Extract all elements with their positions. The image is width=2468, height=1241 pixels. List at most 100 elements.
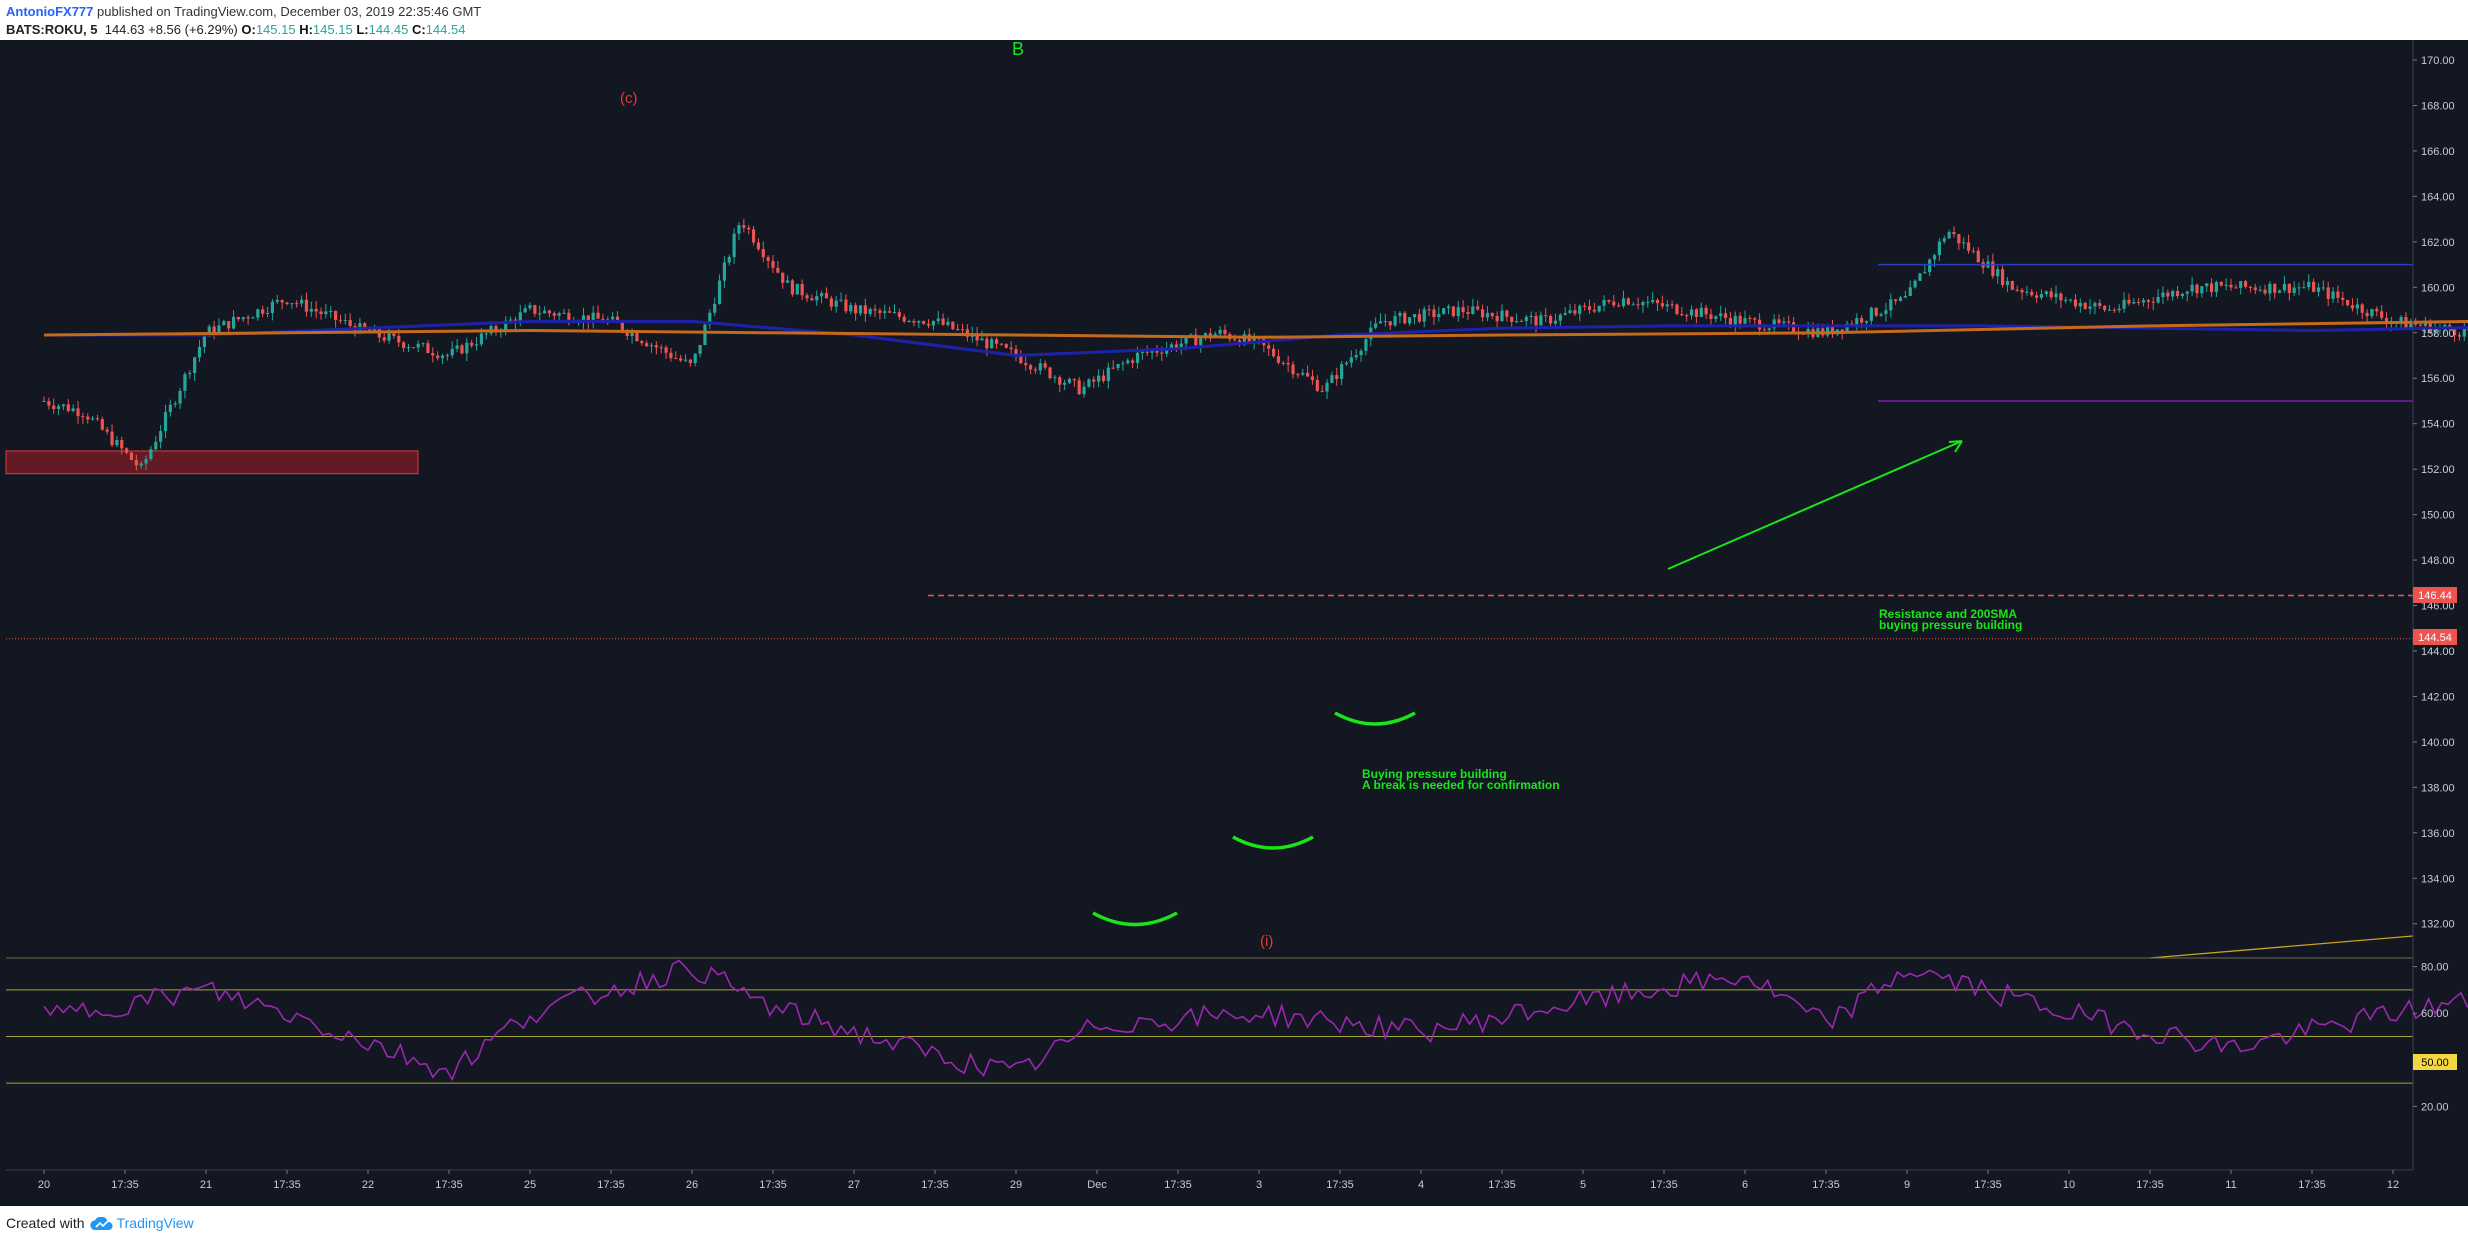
rsi-50-tag [2413, 1054, 2457, 1070]
candle-body [1826, 326, 1830, 336]
candle-body [1894, 299, 1898, 302]
candle-body [1466, 312, 1470, 314]
price-tick-label: 170.00 [2421, 55, 2455, 67]
candle-body [1412, 314, 1417, 318]
sma-blue-line [44, 319, 2468, 358]
candle-body [1471, 306, 1475, 314]
candle-body [1155, 350, 1159, 353]
candle-body [2093, 303, 2097, 307]
candle-body [907, 320, 911, 322]
candle-body [1340, 364, 1344, 379]
candle-body [1942, 238, 1946, 242]
time-tick-label: 17:35 [1488, 1179, 1516, 1191]
candle-body [2263, 289, 2267, 294]
candle-body [295, 303, 299, 305]
candle-body [810, 298, 814, 301]
candle-body [2146, 300, 2150, 302]
candle-body [2166, 292, 2170, 297]
candle-body [1286, 363, 1290, 365]
candle-body [1694, 309, 1698, 317]
candle-body [669, 352, 673, 359]
chart-area[interactable]: 170.00 168.00 166.00 164.00 162.00 160.00 158.… [0, 39, 2468, 1206]
candle-body [76, 408, 80, 417]
candle-body [212, 326, 216, 334]
candle-body [1480, 309, 1485, 318]
candle-body [1393, 315, 1397, 326]
candle-body [630, 332, 634, 337]
time-tick-label: 25 [524, 1179, 536, 1191]
time-tick-label: Dec [1087, 1179, 1107, 1191]
candle-body [781, 272, 785, 283]
candle-body [426, 343, 430, 354]
candle-body [1126, 360, 1130, 364]
candle-body [338, 319, 343, 321]
candle-body [2132, 301, 2136, 304]
candle-body [528, 305, 532, 309]
candle-body [2462, 328, 2466, 337]
candle-body [1160, 352, 1164, 354]
candle-body [202, 336, 206, 347]
rsi-tick-label: 80.00 [2421, 962, 2449, 974]
candle-body [324, 311, 328, 315]
candle-body [1549, 316, 1553, 324]
candle-body [163, 412, 168, 432]
publish-info: AntonioFX777 published on TradingView.co… [6, 4, 481, 19]
candle-body [2243, 281, 2248, 287]
time-tick-label: 17:35 [597, 1179, 625, 1191]
candle-body [854, 305, 858, 314]
candle-body [999, 343, 1004, 345]
time-tick-label: 22 [362, 1179, 374, 1191]
chart-svg[interactable]: 170.00 168.00 166.00 164.00 162.00 160.00 158.… [0, 39, 2468, 1206]
candle-body [868, 309, 872, 314]
candle-body [1442, 308, 1446, 315]
ohlc-legend: BATS:ROKU, 5 144.63 +8.56 (+6.29%) O:145… [6, 22, 465, 37]
candle-body [2064, 299, 2068, 301]
candle-body [86, 416, 90, 420]
candle-body [1923, 272, 1927, 274]
candle-body [1655, 300, 1660, 304]
candle-body [154, 441, 158, 450]
candle-body [1320, 390, 1324, 392]
candle-body [290, 303, 294, 305]
time-tick-label: 17:35 [1164, 1179, 1192, 1191]
candle-body [917, 321, 921, 323]
candle-body [820, 293, 824, 297]
candle-body [1344, 362, 1349, 365]
candle-body [1962, 242, 1966, 244]
candle-body [1150, 350, 1154, 353]
candle-body [42, 400, 46, 402]
candle-body [897, 312, 901, 317]
candle-body [1583, 305, 1587, 307]
smile-arc-left [1092, 911, 1178, 927]
candle-body [727, 256, 731, 263]
smile-arc-right [1334, 711, 1416, 726]
candle-body [2433, 327, 2437, 333]
candle-body [1004, 344, 1008, 348]
price-tick-label: 148.00 [2421, 555, 2455, 567]
candle-body [1169, 344, 1174, 349]
tradingview-brand[interactable]: TradingView [116, 1215, 194, 1231]
candle-body [941, 318, 945, 325]
author-link[interactable]: AntonioFX777 [6, 4, 94, 19]
candle-body [1165, 348, 1169, 354]
candle-body [2209, 283, 2214, 293]
candle-body [343, 320, 347, 322]
candle-body [2336, 291, 2340, 298]
time-tick-label: 17:35 [1812, 1179, 1840, 1191]
candle-body [1898, 297, 1903, 302]
candle-body [1568, 310, 1572, 314]
time-tick-label: 20 [38, 1179, 50, 1191]
candle-body [193, 357, 197, 374]
support-zone-layer [5, 450, 419, 475]
candle-body [1587, 306, 1592, 310]
axis-layer: 170.00 168.00 166.00 164.00 162.00 160.00 158.… [6, 40, 2455, 1191]
candle-body [470, 342, 474, 346]
candle-body [2331, 291, 2335, 299]
candle-body [445, 355, 449, 357]
candle-body [1359, 350, 1363, 356]
candle-body [1641, 302, 1645, 306]
candle-body [66, 404, 70, 412]
candle-body [304, 299, 309, 312]
candle-body [217, 325, 221, 334]
candle-body [1738, 315, 1742, 324]
